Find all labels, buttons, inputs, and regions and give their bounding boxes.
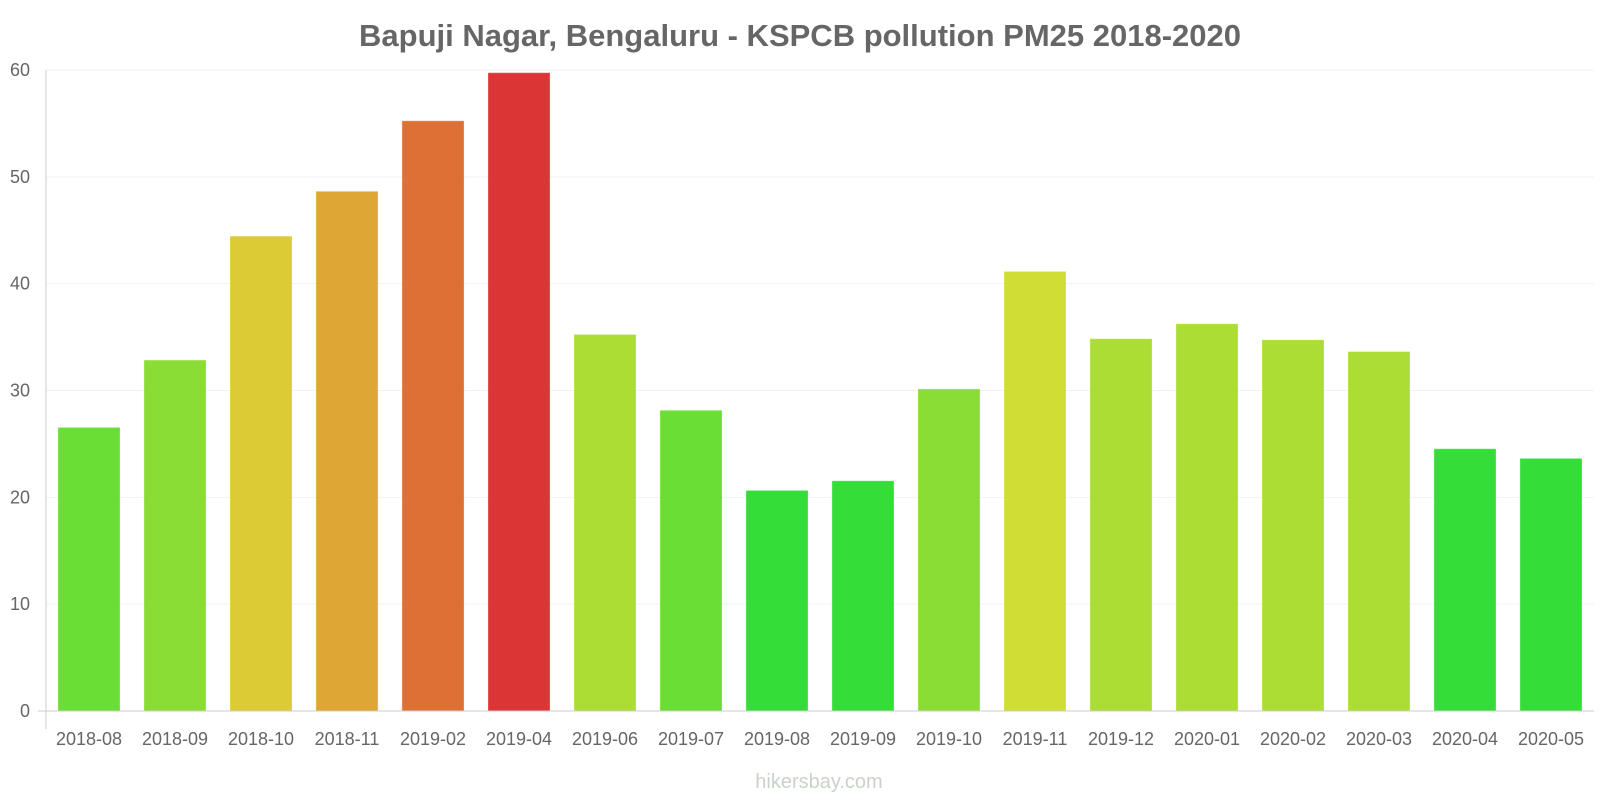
bar-2019-06 [573,334,637,712]
bar-2018-09 [143,360,207,712]
x-tick-label: 2019-11 [1003,729,1068,749]
bar-2019-11 [1003,271,1067,712]
x-tick-label: 2020-03 [1346,729,1412,749]
x-tick-labels: 2018-08 2018-09 2018-10 2018-11 2019-02 2019-… [56,729,1584,749]
bars [57,72,1583,712]
grid-lines [46,69,1594,605]
x-tick-label: 2018-09 [142,729,208,749]
y-tick-label: 50 [10,167,30,187]
bar-2020-01 [1175,323,1239,712]
bar-2020-04 [1433,448,1497,712]
y-tick-labels: 0 10 20 30 40 50 60 [10,60,30,721]
bar-2019-09 [831,480,895,712]
y-tick-label: 10 [10,594,30,614]
x-tick-label: 2020-04 [1432,729,1498,749]
x-tick-label: 2019-07 [658,729,724,749]
x-tick-label: 2019-08 [744,729,810,749]
bar-2018-10 [229,236,293,712]
x-tick-label: 2019-12 [1088,729,1154,749]
x-tick-label: 2019-10 [916,729,982,749]
y-tick-label: 20 [10,487,30,507]
x-tick-label: 2020-02 [1260,729,1326,749]
y-tick-label: 0 [20,701,30,721]
bar-2020-03 [1347,351,1411,712]
bar-2019-02 [401,120,465,712]
x-tick-label: 2020-01 [1174,729,1240,749]
x-tick-label: 2019-06 [572,729,638,749]
bar-2019-07 [659,410,723,712]
y-tick-label: 30 [10,381,30,401]
y-tick-label: 60 [10,60,30,80]
chart-title: Bapuji Nagar, Bengaluru - KSPCB pollutio… [359,18,1241,53]
x-tick-label: 2019-09 [830,729,896,749]
x-tick-label: 2018-08 [56,729,122,749]
bar-2019-10 [917,388,981,712]
bar-2020-05 [1519,458,1583,712]
bar-2020-02 [1261,339,1325,712]
axes [38,70,1594,729]
x-tick-label: 2018-10 [228,729,294,749]
bar-2019-08 [745,490,809,712]
x-tick-label: 2019-04 [486,729,552,749]
bar-2018-08 [57,427,121,712]
x-tick-label: 2018-11 [315,729,380,749]
bar-2019-12 [1089,338,1153,712]
bar-2019-04 [487,72,551,712]
y-tick-label: 40 [10,274,30,294]
bar-2018-11 [315,191,379,712]
x-tick-label: 2020-05 [1518,729,1584,749]
watermark: hikersbay.com [755,771,882,793]
x-tick-label: 2019-02 [400,729,466,749]
